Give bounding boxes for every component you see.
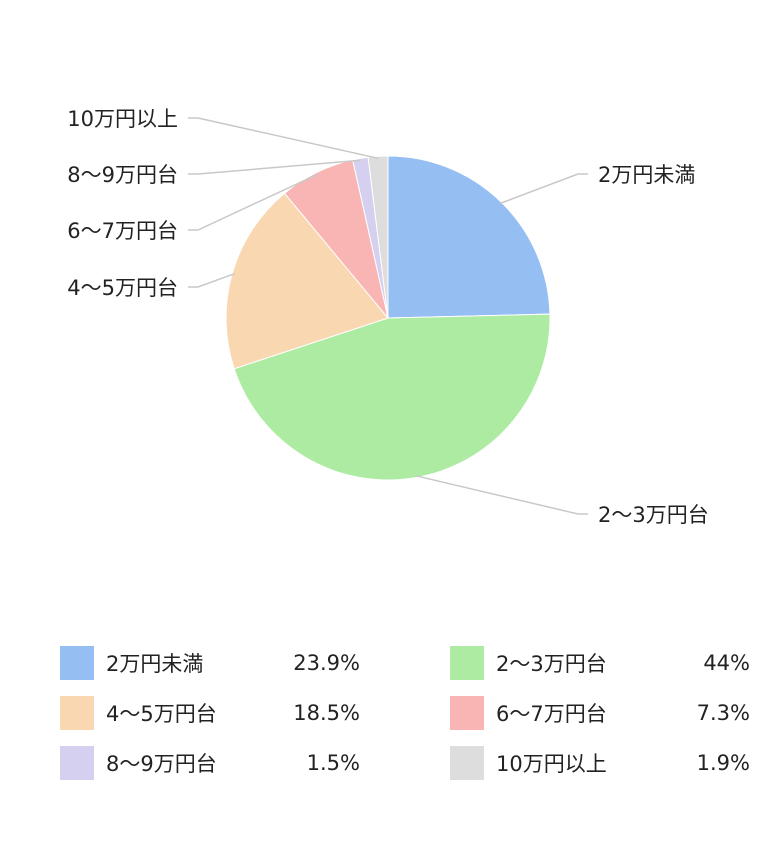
legend-swatch-0 xyxy=(60,646,94,680)
callout-leader-1 xyxy=(415,474,588,515)
legend-label-2: 4～5万円台 xyxy=(106,702,217,726)
legend-value-5: 1.9% xyxy=(696,751,750,775)
callout-label-2: 4～5万円台 xyxy=(67,276,178,300)
pie-chart: 2万円未満 2～3万円台 4～5万円台 6～7万円台 8～9万円台 10万円以上 xyxy=(67,107,708,527)
callout-label-5: 10万円以上 xyxy=(67,107,178,131)
legend-value-1: 44% xyxy=(703,651,750,675)
legend-label-5: 10万円以上 xyxy=(496,752,607,776)
pie-slice-0 xyxy=(387,155,551,319)
callout-label-0: 2万円未満 xyxy=(598,163,695,187)
legend-item-1: 2～3万円台 44% xyxy=(450,645,750,681)
legend-swatch-4 xyxy=(60,746,94,780)
legend-swatch-1 xyxy=(450,646,484,680)
chart-legend: 2万円未満 23.9% 2～3万円台 44% 4～5万円台 18.5% 6～7万… xyxy=(60,645,750,781)
pie-chart-svg: 2万円未満 2～3万円台 4～5万円台 6～7万円台 8～9万円台 10万円以上 xyxy=(67,107,708,527)
legend-value-4: 1.5% xyxy=(306,751,360,775)
legend-item-2: 4～5万円台 18.5% xyxy=(60,695,360,731)
legend-item-3: 6～7万円台 7.3% xyxy=(450,695,750,731)
legend-swatch-5 xyxy=(450,746,484,780)
legend-swatch-3 xyxy=(450,696,484,730)
callout-label-3: 6～7万円台 xyxy=(67,219,178,243)
legend-label-1: 2～3万円台 xyxy=(496,652,607,676)
legend-label-0: 2万円未満 xyxy=(106,652,204,676)
callout-leader-4 xyxy=(188,159,361,175)
pie-slice-1 xyxy=(233,313,551,481)
legend-swatch-2 xyxy=(60,696,94,730)
legend-value-3: 7.3% xyxy=(696,701,750,725)
callout-leader-lines xyxy=(188,117,588,515)
callout-leader-2 xyxy=(188,273,235,288)
legend-value-0: 23.9% xyxy=(293,651,360,675)
legend-item-4: 8～9万円台 1.5% xyxy=(60,745,360,781)
legend-value-2: 18.5% xyxy=(293,701,360,725)
callout-label-1: 2～3万円台 xyxy=(598,503,709,527)
pie-slice-2 xyxy=(225,192,389,370)
callout-label-4: 8～9万円台 xyxy=(67,163,178,187)
legend-label-3: 6～7万円台 xyxy=(496,702,607,726)
callout-leader-0 xyxy=(499,173,588,205)
callout-labels: 2万円未満 2～3万円台 4～5万円台 6～7万円台 8～9万円台 10万円以上 xyxy=(67,107,708,527)
legend-item-5: 10万円以上 1.9% xyxy=(450,745,750,781)
pie-slice-5 xyxy=(367,155,389,319)
callout-leader-3 xyxy=(188,173,318,231)
callout-leader-5 xyxy=(188,117,379,160)
pie-slices xyxy=(225,155,551,481)
legend-label-4: 8～9万円台 xyxy=(106,752,217,776)
legend-item-0: 2万円未満 23.9% xyxy=(60,645,360,681)
